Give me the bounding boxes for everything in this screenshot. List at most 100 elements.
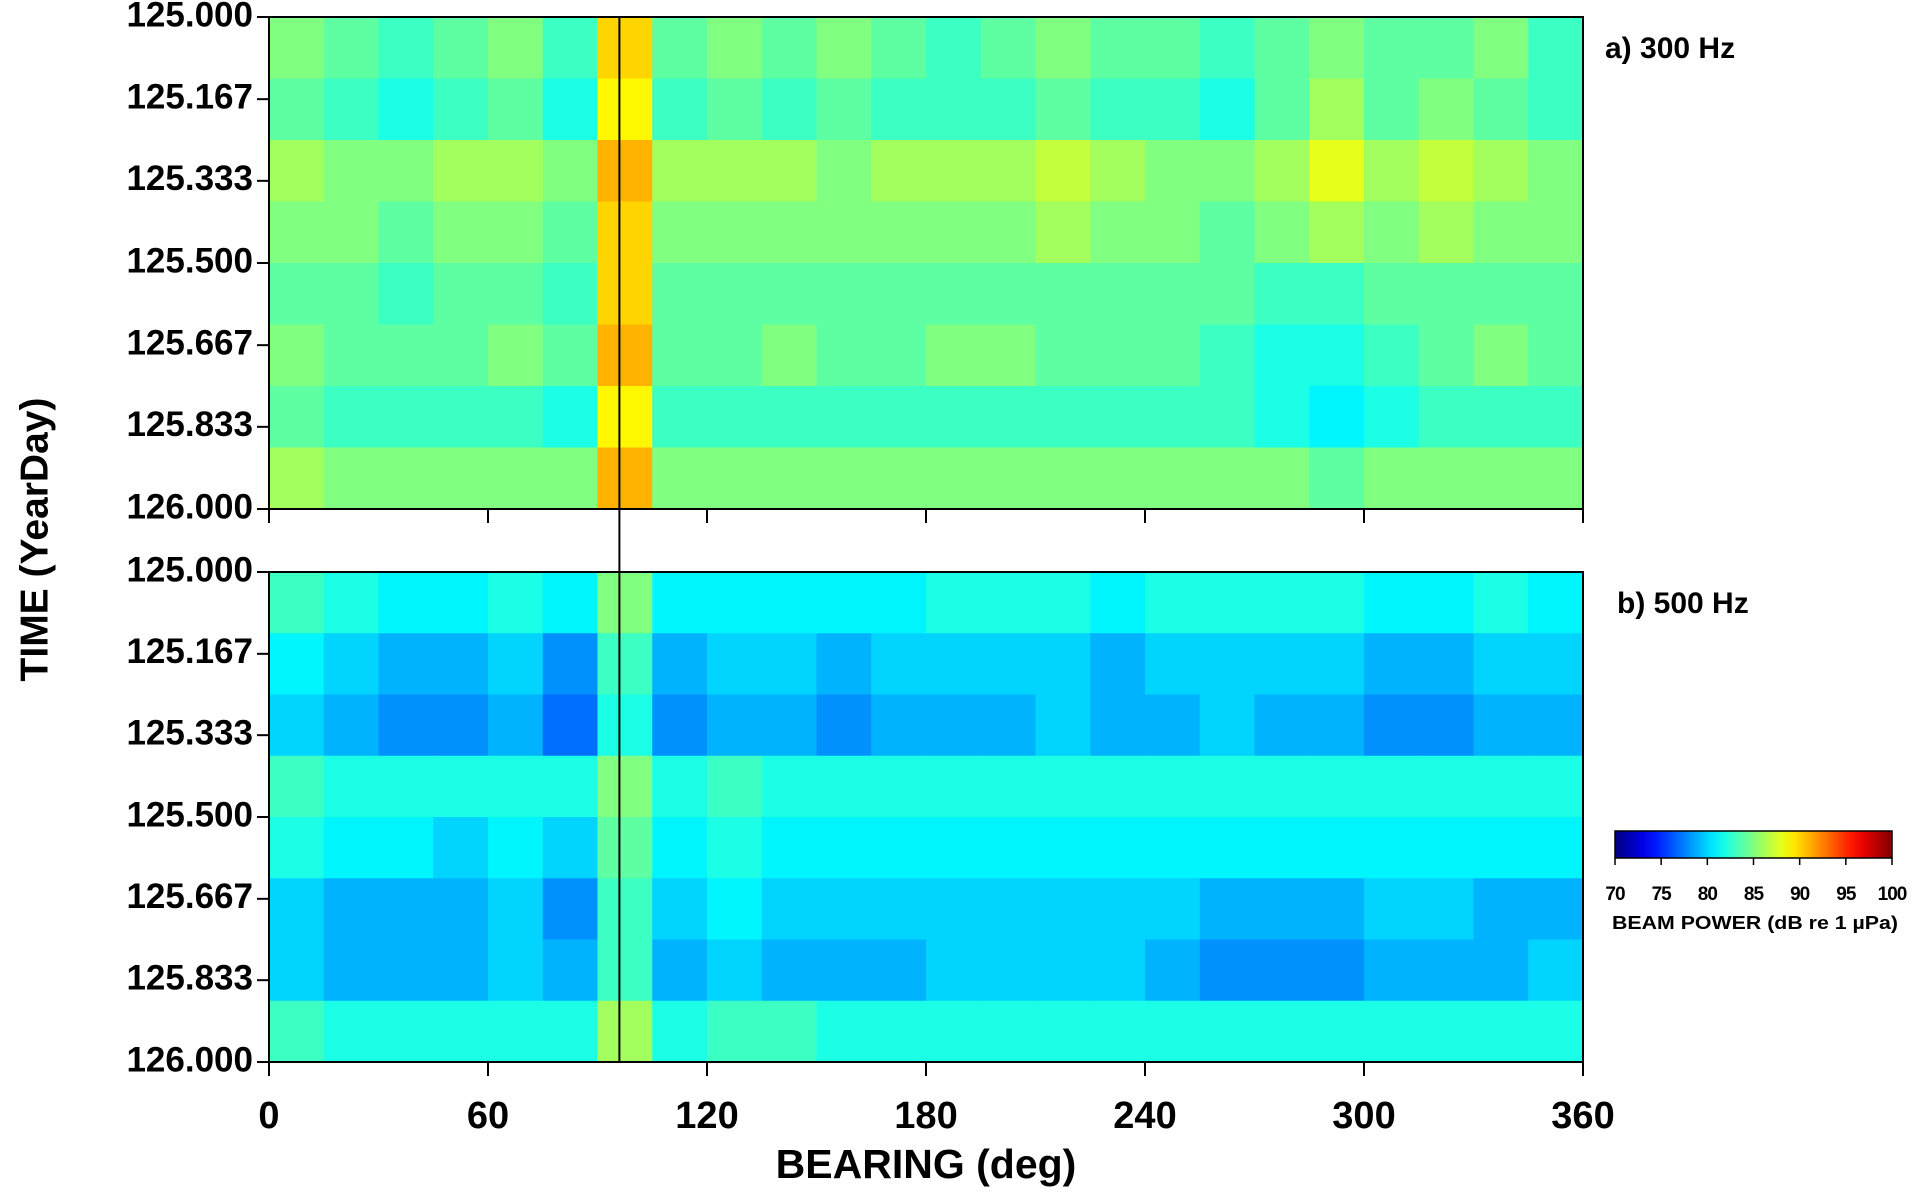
heatmap-cell xyxy=(1145,694,1201,757)
heatmap-cell xyxy=(378,140,434,202)
heatmap-cell xyxy=(269,386,325,448)
heatmap-cell xyxy=(1199,386,1255,448)
heatmap-cell xyxy=(378,78,434,141)
x-tick-label: 360 xyxy=(1551,1095,1614,1137)
heatmap-cell xyxy=(1199,78,1255,141)
heatmap-cell xyxy=(871,447,927,510)
heatmap-cell xyxy=(1199,633,1255,695)
heatmap-cell xyxy=(269,572,325,634)
heatmap-cell xyxy=(1254,140,1310,202)
heatmap-cell xyxy=(980,878,1036,940)
heatmap-cell xyxy=(378,939,434,1002)
heatmap-cell xyxy=(488,17,544,79)
heatmap-cell xyxy=(378,263,434,325)
heatmap-cell xyxy=(871,324,927,387)
heatmap-cell xyxy=(269,633,325,695)
heatmap-cell xyxy=(269,263,325,325)
heatmap-cell xyxy=(1199,878,1255,940)
heatmap-cell xyxy=(871,878,927,940)
heatmap-cell xyxy=(433,694,489,757)
heatmap-cell xyxy=(1364,817,1420,879)
heatmap-cell xyxy=(597,263,653,325)
heatmap-cell xyxy=(1145,263,1201,325)
heatmap-cell xyxy=(1254,324,1310,387)
heatmap-cell xyxy=(1254,939,1310,1002)
heatmap-cell xyxy=(1035,447,1091,510)
heatmap-cell xyxy=(542,878,598,940)
heatmap-cell xyxy=(871,817,927,879)
heatmap-cell xyxy=(1090,939,1146,1002)
heatmap-cell xyxy=(980,817,1036,879)
heatmap-cell xyxy=(1309,694,1365,757)
heatmap-cell xyxy=(1364,447,1420,510)
heatmap-cell xyxy=(1090,817,1146,879)
heatmap-cell xyxy=(980,201,1036,264)
heatmap-cell xyxy=(542,386,598,448)
y-tick-label: 126.000 xyxy=(126,487,253,526)
heatmap-cell xyxy=(323,324,379,387)
heatmap-cell xyxy=(871,263,927,325)
heatmap-cell xyxy=(871,572,927,634)
heatmap-cell xyxy=(652,694,708,757)
heatmap-cell xyxy=(1364,939,1420,1002)
heatmap-cell xyxy=(1309,633,1365,695)
heatmap-cell xyxy=(652,1000,708,1063)
heatmap-cell xyxy=(488,755,544,818)
heatmap-cell xyxy=(542,633,598,695)
heatmap-cell xyxy=(597,386,653,448)
heatmap-cell xyxy=(323,755,379,818)
heatmap-cell xyxy=(980,386,1036,448)
heatmap-cell xyxy=(1473,17,1529,79)
heatmap-cell xyxy=(378,633,434,695)
heatmap-cell xyxy=(542,324,598,387)
heatmap-cell xyxy=(1473,78,1529,141)
heatmap-cell xyxy=(1035,939,1091,1002)
heatmap-cell xyxy=(980,694,1036,757)
heatmap-cell xyxy=(816,17,872,79)
heatmap-cell xyxy=(761,939,817,1002)
heatmap-cell xyxy=(816,817,872,879)
colorbar-label: BEAM POWER (dB re 1 µPa) xyxy=(1612,913,1898,933)
heatmap-cell xyxy=(1473,447,1529,510)
heatmap-cell xyxy=(761,263,817,325)
y-tick-label: 125.833 xyxy=(126,958,253,997)
heatmap-cell xyxy=(1418,694,1474,757)
heatmap-cell xyxy=(378,817,434,879)
heatmap-cell xyxy=(1473,755,1529,818)
heatmap-cell xyxy=(816,755,872,818)
heatmap-cell xyxy=(871,694,927,757)
heatmap-cell xyxy=(1309,324,1365,387)
heatmap-cell xyxy=(433,17,489,79)
heatmap-cell xyxy=(1528,201,1584,264)
heatmap-cell xyxy=(980,1000,1036,1063)
heatmap-cell xyxy=(1199,817,1255,879)
heatmap-cell xyxy=(871,17,927,79)
heatmap-cell xyxy=(269,78,325,141)
heatmap-cell xyxy=(323,78,379,141)
heatmap-cell xyxy=(323,878,379,940)
heatmap-cell xyxy=(1145,78,1201,141)
heatmap-cell xyxy=(926,263,982,325)
heatmap-cell xyxy=(1090,324,1146,387)
heatmap-cell xyxy=(707,1000,763,1063)
heatmap-cell xyxy=(1473,1000,1529,1063)
heatmap-cell xyxy=(980,572,1036,634)
heatmap-cell xyxy=(542,694,598,757)
heatmap-cell xyxy=(433,78,489,141)
heatmap-cell xyxy=(1418,263,1474,325)
heatmap-cell xyxy=(1364,755,1420,818)
heatmap-cell xyxy=(1309,817,1365,879)
heatmap-cell xyxy=(269,817,325,879)
heatmap-cell xyxy=(1418,447,1474,510)
heatmap-cell xyxy=(1090,140,1146,202)
panel-title: b) 500 Hz xyxy=(1617,587,1749,620)
heatmap-cell xyxy=(1309,78,1365,141)
heatmap-cell xyxy=(1090,878,1146,940)
heatmap-cell xyxy=(269,324,325,387)
heatmap-cell xyxy=(378,386,434,448)
heatmap-cell xyxy=(1090,17,1146,79)
heatmap-cell xyxy=(1145,447,1201,510)
heatmap-cell xyxy=(761,78,817,141)
heatmap-cell xyxy=(1528,386,1584,448)
heatmap-cell xyxy=(1090,1000,1146,1063)
